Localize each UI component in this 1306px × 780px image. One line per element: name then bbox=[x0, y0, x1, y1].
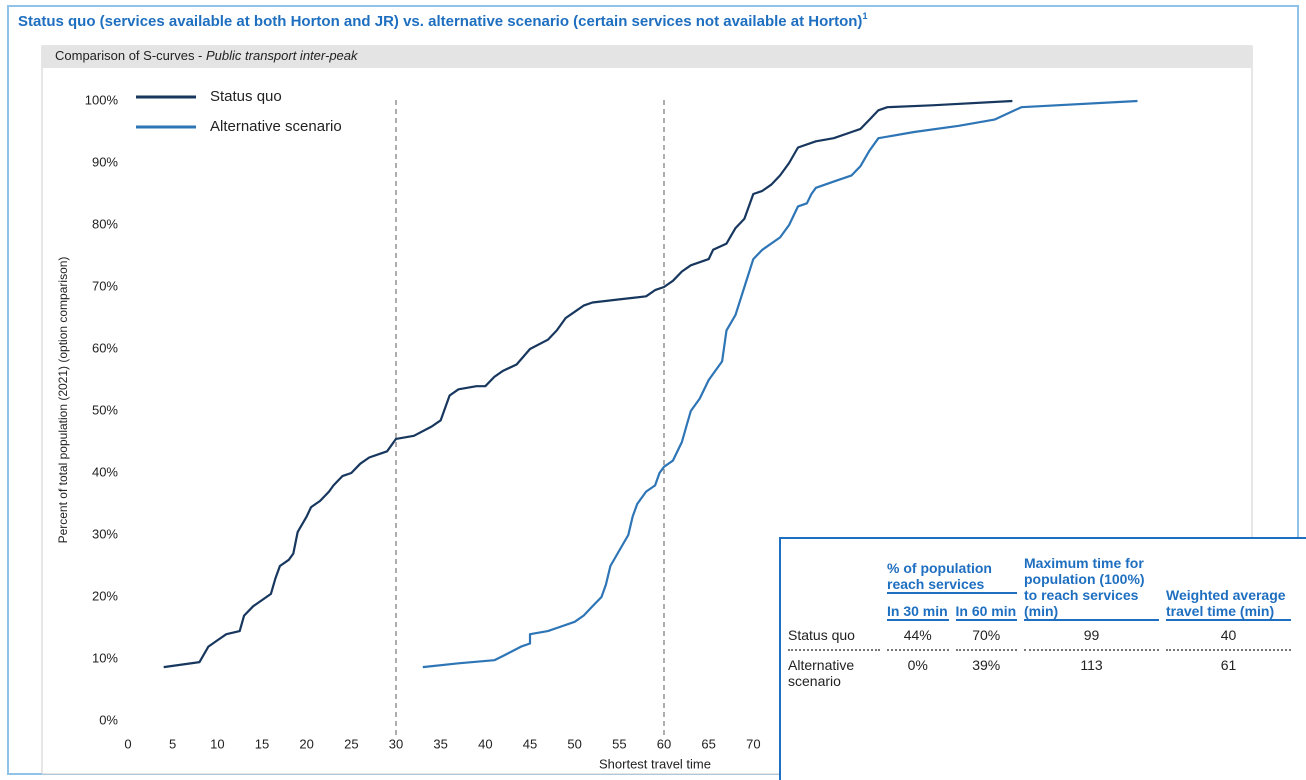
cell: 0% bbox=[907, 657, 928, 673]
y-tick-label: 100% bbox=[85, 92, 119, 107]
x-tick-label: 45 bbox=[523, 736, 537, 751]
x-tick-label: 30 bbox=[389, 736, 403, 751]
column-header: Weighted average travel time (min) bbox=[1166, 555, 1291, 621]
cell: 113 bbox=[1080, 657, 1103, 673]
blank bbox=[788, 555, 880, 621]
subtitle-italic: Public transport inter-peak bbox=[206, 48, 359, 63]
x-tick-label: 0 bbox=[124, 736, 131, 751]
x-tick-label: 10 bbox=[210, 736, 224, 751]
series-line bbox=[422, 99, 1138, 669]
x-tick-label: 70 bbox=[746, 736, 760, 751]
y-tick-label: 60% bbox=[92, 340, 118, 355]
series-line bbox=[163, 99, 1013, 669]
title-text: Status quo (services available at both H… bbox=[18, 13, 862, 30]
summary-table: % of population reach services Maximum t… bbox=[779, 537, 1306, 780]
title-note: 1 bbox=[862, 11, 867, 21]
cell: 39% bbox=[972, 657, 1001, 673]
legend-label: Alternative scenario bbox=[210, 118, 342, 135]
y-tick-label: 70% bbox=[92, 278, 118, 293]
subtitle: Comparison of S-curves - Public transpor… bbox=[55, 48, 359, 63]
y-tick-label: 10% bbox=[92, 650, 118, 665]
chart-title: Status quo (services available at both H… bbox=[18, 11, 867, 30]
column-header: In 30 min bbox=[887, 594, 949, 621]
x-tick-label: 35 bbox=[433, 736, 447, 751]
cell: 70% bbox=[955, 621, 1017, 651]
x-tick-label: 50 bbox=[567, 736, 581, 751]
x-tick-label: 5 bbox=[169, 736, 176, 751]
x-tick-label: 60 bbox=[657, 736, 671, 751]
group-header: % of population reach services bbox=[887, 555, 1017, 594]
y-tick-label: 20% bbox=[92, 588, 118, 603]
x-tick-label: 20 bbox=[299, 736, 313, 751]
y-tick-label: 0% bbox=[99, 712, 118, 727]
x-tick-label: 65 bbox=[701, 736, 715, 751]
x-tick-label: 15 bbox=[255, 736, 269, 751]
column-header: Maximum time for population (100%) to re… bbox=[1024, 555, 1159, 621]
subtitle-text: Comparison of S-curves - bbox=[55, 48, 206, 63]
column-header: In 60 min bbox=[955, 594, 1017, 621]
y-tick-label: 90% bbox=[92, 154, 118, 169]
panel-header bbox=[42, 46, 1252, 68]
cell: 99 bbox=[1024, 621, 1159, 651]
x-axis-label: Shortest travel time bbox=[599, 756, 711, 771]
y-tick-label: 30% bbox=[92, 526, 118, 541]
x-tick-label: 40 bbox=[478, 736, 492, 751]
y-axis-label: Percent of total population (2021) (opti… bbox=[56, 257, 70, 544]
cell: 61 bbox=[1220, 657, 1237, 673]
x-tick-label: 25 bbox=[344, 736, 358, 751]
row-label: Alternative scenario bbox=[788, 657, 855, 689]
cell: 44% bbox=[887, 621, 949, 651]
table: % of population reach services Maximum t… bbox=[781, 555, 1298, 695]
y-tick-label: 40% bbox=[92, 464, 118, 479]
x-tick-label: 55 bbox=[612, 736, 626, 751]
y-tick-label: 50% bbox=[92, 402, 118, 417]
cell: 40 bbox=[1166, 621, 1291, 651]
y-tick-label: 80% bbox=[92, 216, 118, 231]
legend-label: Status quo bbox=[210, 88, 282, 105]
row-label: Status quo bbox=[788, 621, 880, 651]
